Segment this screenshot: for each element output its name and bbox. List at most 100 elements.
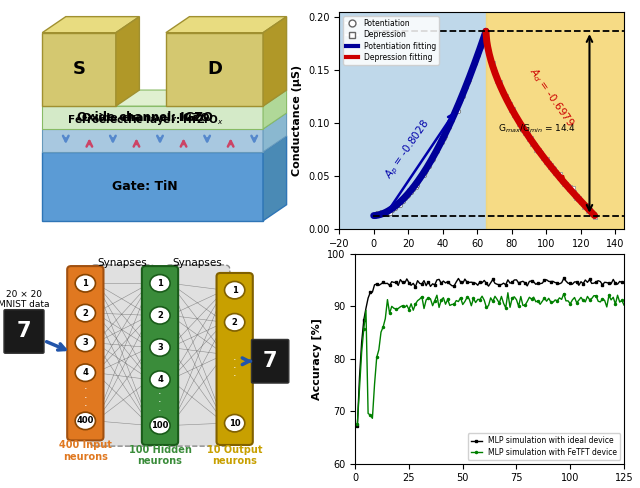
- Text: S: S: [72, 61, 86, 79]
- FancyBboxPatch shape: [165, 265, 230, 446]
- Circle shape: [225, 314, 244, 331]
- Polygon shape: [263, 113, 287, 152]
- Point: [373, 211, 383, 219]
- Point: [580, 202, 590, 210]
- Point: [528, 139, 538, 146]
- MLP simulation with FeTFT device: [353, 421, 361, 427]
- Legend: MLP simulation with ideal device, MLP simulation with FeTFT device: MLP simulation with ideal device, MLP si…: [467, 433, 620, 460]
- Point: [476, 43, 486, 51]
- Point: [548, 164, 558, 172]
- Circle shape: [76, 364, 95, 382]
- Point: [500, 92, 511, 100]
- Point: [589, 214, 600, 222]
- Point: [584, 206, 595, 214]
- Point: [441, 126, 451, 134]
- Point: [380, 209, 390, 217]
- Point: [499, 93, 509, 101]
- X-axis label: Pulse number: Pulse number: [438, 255, 525, 264]
- Text: 100 Hidden
neurons: 100 Hidden neurons: [129, 445, 191, 466]
- Point: [565, 183, 575, 191]
- Point: [580, 201, 591, 209]
- Y-axis label: Conductance (μS): Conductance (μS): [292, 65, 303, 176]
- Point: [529, 140, 540, 148]
- Point: [493, 77, 503, 84]
- Polygon shape: [116, 17, 140, 106]
- Point: [428, 155, 438, 163]
- Point: [447, 117, 457, 124]
- Line: MLP simulation with ideal device: MLP simulation with ideal device: [356, 277, 625, 427]
- Circle shape: [150, 306, 170, 324]
- Text: Synapses: Synapses: [98, 258, 148, 267]
- Point: [410, 182, 420, 189]
- Point: [407, 183, 417, 191]
- Point: [484, 51, 494, 59]
- Point: [505, 100, 515, 108]
- Point: [399, 193, 410, 201]
- Point: [490, 68, 500, 76]
- Point: [522, 130, 532, 138]
- Point: [435, 141, 445, 148]
- Polygon shape: [42, 33, 116, 106]
- Point: [502, 95, 512, 102]
- Point: [539, 154, 549, 162]
- Point: [470, 59, 480, 66]
- Text: 100: 100: [151, 421, 169, 430]
- MLP simulation with FeTFT device: [416, 296, 424, 302]
- Point: [429, 151, 439, 159]
- Point: [577, 198, 587, 206]
- Polygon shape: [263, 90, 287, 129]
- Point: [385, 209, 395, 217]
- MLP simulation with FeTFT device: [521, 302, 529, 308]
- Point: [387, 206, 397, 214]
- Point: [458, 92, 468, 100]
- Point: [374, 211, 385, 219]
- Point: [391, 199, 401, 207]
- Point: [392, 201, 403, 208]
- Point: [588, 209, 598, 217]
- Point: [464, 76, 474, 83]
- Point: [425, 157, 435, 165]
- Point: [485, 55, 495, 62]
- Text: 3: 3: [83, 338, 88, 347]
- Text: 7: 7: [17, 322, 31, 342]
- Point: [481, 30, 491, 38]
- Point: [376, 208, 386, 216]
- Point: [496, 85, 506, 93]
- Point: [546, 162, 556, 169]
- Point: [509, 112, 520, 120]
- Point: [537, 151, 547, 159]
- Point: [413, 177, 423, 185]
- MLP simulation with FeTFT device: [579, 298, 587, 304]
- Line: MLP simulation with FeTFT device: MLP simulation with FeTFT device: [356, 292, 625, 425]
- Point: [475, 44, 485, 52]
- Bar: [339, 12, 486, 229]
- Point: [440, 132, 450, 140]
- Text: ·
·
·: · · ·: [158, 389, 162, 416]
- Point: [554, 170, 564, 178]
- Y-axis label: Accuracy [%]: Accuracy [%]: [311, 318, 321, 400]
- Point: [494, 79, 504, 87]
- Point: [417, 171, 428, 179]
- Point: [486, 58, 497, 65]
- Point: [514, 120, 524, 128]
- MLP simulation with ideal device: [416, 281, 424, 286]
- Point: [527, 140, 537, 148]
- Point: [369, 211, 379, 219]
- Point: [451, 102, 461, 110]
- MLP simulation with FeTFT device: [620, 302, 628, 308]
- Polygon shape: [263, 136, 287, 221]
- Point: [474, 47, 484, 55]
- Point: [545, 163, 555, 171]
- Point: [491, 71, 501, 79]
- Point: [390, 204, 401, 212]
- Point: [508, 104, 518, 112]
- Point: [444, 123, 454, 131]
- Point: [383, 210, 394, 218]
- Point: [455, 97, 465, 105]
- Point: [552, 170, 563, 178]
- Point: [492, 77, 502, 85]
- Point: [547, 165, 557, 173]
- Point: [379, 208, 389, 216]
- Point: [563, 182, 573, 190]
- Point: [463, 78, 473, 86]
